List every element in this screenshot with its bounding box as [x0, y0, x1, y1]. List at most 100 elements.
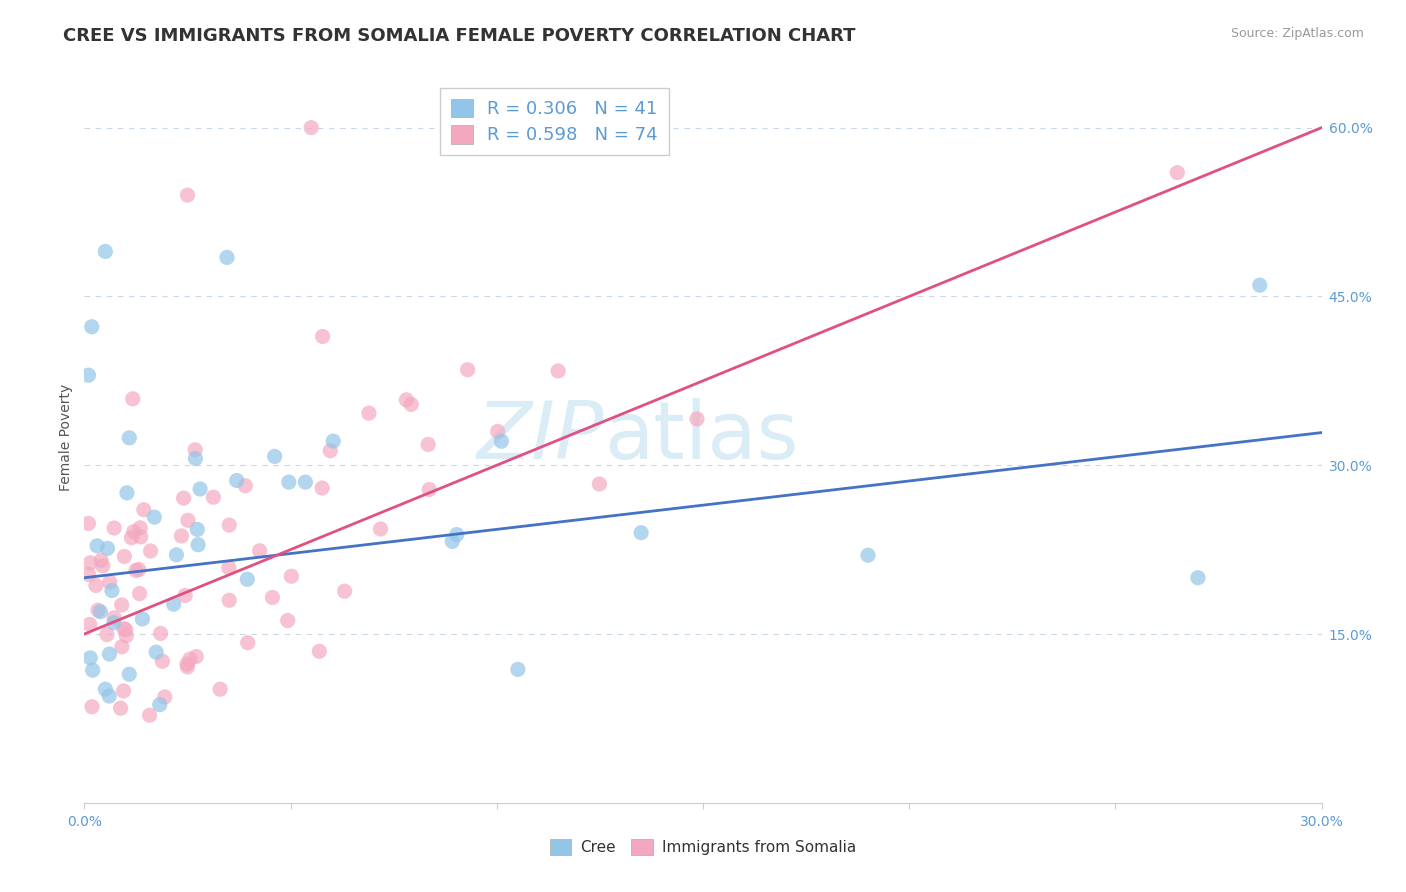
Point	[103, 611, 125, 625]
Point	[179, 652, 201, 666]
Point	[491, 434, 513, 449]
Point	[98, 647, 121, 661]
Y-axis label: Female Poverty: Female Poverty	[59, 384, 73, 491]
Point	[94, 244, 117, 259]
Point	[395, 392, 418, 407]
Point	[186, 649, 208, 664]
Point	[249, 543, 271, 558]
Point	[277, 475, 299, 490]
Point	[149, 626, 172, 640]
Text: atlas: atlas	[605, 398, 799, 476]
Point	[139, 544, 162, 558]
Point	[112, 622, 135, 636]
Point	[1166, 166, 1188, 180]
Point	[174, 589, 197, 603]
Point	[112, 684, 135, 698]
Point	[122, 524, 145, 539]
Point	[90, 553, 112, 567]
Point	[77, 516, 100, 531]
Point	[441, 534, 464, 549]
Point	[218, 593, 240, 607]
Point	[96, 627, 118, 641]
Point	[121, 392, 143, 406]
Point	[176, 188, 198, 202]
Point	[176, 660, 198, 674]
Point	[77, 368, 100, 383]
Point	[87, 603, 110, 617]
Point	[486, 425, 509, 439]
Point	[128, 586, 150, 600]
Point	[111, 640, 134, 654]
Point	[187, 538, 209, 552]
Point	[125, 564, 148, 578]
Point	[138, 708, 160, 723]
Point	[322, 434, 344, 448]
Point	[218, 560, 240, 574]
Point	[118, 431, 141, 445]
Point	[94, 682, 117, 697]
Point	[82, 663, 104, 677]
Point	[588, 477, 610, 491]
Point	[186, 523, 208, 537]
Point	[89, 605, 111, 619]
Point	[319, 443, 342, 458]
Point	[333, 584, 356, 599]
Point	[115, 629, 138, 643]
Point	[149, 698, 172, 712]
Point	[79, 617, 101, 632]
Point	[177, 513, 200, 527]
Point	[153, 690, 176, 704]
Point	[170, 529, 193, 543]
Point	[280, 569, 302, 583]
Point	[112, 549, 135, 564]
Point	[115, 485, 138, 500]
Point	[129, 530, 152, 544]
Point	[236, 635, 259, 649]
Point	[686, 412, 709, 426]
Point	[176, 657, 198, 671]
Point	[446, 527, 468, 541]
Point	[79, 651, 101, 665]
Point	[150, 654, 173, 668]
Point	[101, 583, 124, 598]
Point	[98, 575, 121, 590]
Point	[357, 406, 380, 420]
Point	[96, 541, 118, 556]
Point	[209, 682, 232, 697]
Point	[184, 442, 207, 457]
Point	[202, 490, 225, 504]
Point	[225, 474, 247, 488]
Legend: Cree, Immigrants from Somalia: Cree, Immigrants from Somalia	[544, 833, 862, 861]
Point	[173, 491, 195, 505]
Point	[311, 329, 333, 343]
Point	[165, 548, 187, 562]
Point	[121, 531, 143, 545]
Point	[143, 510, 166, 524]
Point	[129, 521, 152, 535]
Point	[111, 598, 134, 612]
Point	[215, 251, 238, 265]
Point	[308, 644, 330, 658]
Point	[110, 701, 132, 715]
Point	[98, 689, 121, 703]
Point	[294, 475, 316, 490]
Point	[145, 645, 167, 659]
Point	[86, 539, 108, 553]
Point	[79, 556, 101, 570]
Point	[118, 667, 141, 681]
Point	[1249, 278, 1271, 293]
Point	[103, 521, 125, 535]
Point	[184, 451, 207, 466]
Text: CREE VS IMMIGRANTS FROM SOMALIA FEMALE POVERTY CORRELATION CHART: CREE VS IMMIGRANTS FROM SOMALIA FEMALE P…	[63, 27, 856, 45]
Point	[416, 437, 439, 451]
Point	[418, 483, 440, 497]
Point	[370, 522, 392, 536]
Point	[262, 591, 284, 605]
Point	[91, 558, 114, 573]
Point	[311, 481, 333, 495]
Point	[84, 578, 107, 592]
Point	[128, 562, 150, 576]
Point	[132, 502, 155, 516]
Point	[233, 479, 256, 493]
Point	[263, 450, 285, 464]
